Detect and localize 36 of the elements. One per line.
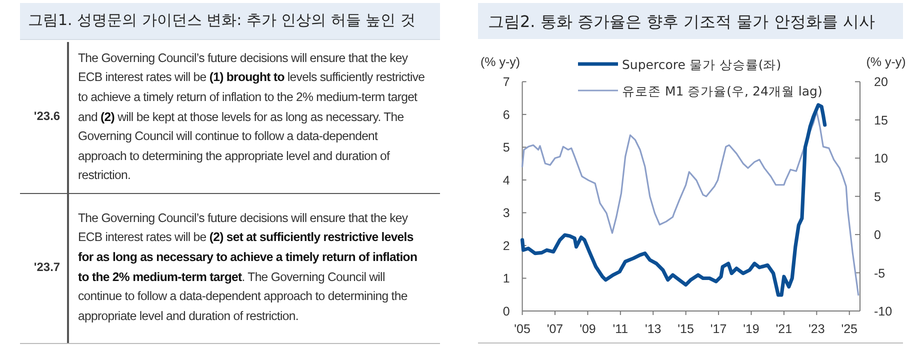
x-tick-label: '19	[743, 322, 760, 336]
y-tick-label: 4	[502, 173, 510, 188]
x-tick-label: '17	[710, 322, 727, 336]
y-tick-label: 0	[502, 304, 510, 318]
y-tick-label: 6	[502, 108, 510, 122]
legend-label: 유로존 M1 증가율(우, 24개월 lag)	[622, 84, 822, 98]
x-tick-label: '11	[612, 322, 628, 336]
y-tick-label: 1	[502, 272, 510, 286]
category-label: '23.6	[32, 109, 62, 124]
y2-tick-label: -5	[874, 266, 886, 280]
chart-title: 그림2. 통화 증가율은 향후 기조적 물가 안정화를 시사	[488, 12, 875, 31]
x-tick-label: '21	[776, 322, 792, 336]
y-axis-title: (% y-y)	[480, 55, 520, 69]
category-label: '23.7	[32, 260, 62, 274]
y2-tick-label: 5	[874, 190, 881, 204]
y2-tick-label: -10	[874, 304, 892, 318]
y2-tick-label: 15	[874, 113, 888, 128]
x-tick-label: '25	[841, 322, 858, 336]
x-tick-label: '05	[514, 322, 530, 336]
x-tick-label: '07	[546, 322, 564, 336]
y-tick-label: 2	[502, 238, 510, 253]
x-tick-label: '13	[644, 322, 662, 336]
y-tick-label: 5	[502, 140, 510, 155]
y2-tick-label: 0	[874, 228, 881, 242]
y2-tick-label: 10	[874, 152, 888, 166]
y2-tick-label: 20	[874, 75, 888, 90]
text: The Governing Council’s future decisions will ensure that the key ECB interest rates will be (2) set at sufficiently restrictive levels for as long as necessary to achieve a timely return of inflation to the 2% medium-term target. The Governing Council will continue to follow a data-dependent approach to determining the appropriate level and duration of restriction.	[78, 210, 418, 325]
y2-axis-title: (% y-y)	[866, 55, 906, 69]
y-tick-label: 7	[502, 75, 510, 90]
x-tick-label: '23	[808, 322, 825, 336]
x-tick-label: '15	[678, 322, 694, 336]
text: The Governing Council’s future decisions will ensure that the key ECB interest rates will be (1) brought to levels sufficiently restrictive to achieve a timely return of inflation to the 2% medium-term target and (2) will be kept at those levels for as long as necessary. The Governing Council will continue to follow a data-dependent approach to determining the appropriate level and duration of restriction.	[78, 50, 425, 182]
legend-label: Supercore 물가 상승률(좌)	[622, 57, 782, 72]
y-tick-label: 3	[502, 206, 510, 220]
text: 그림1. 성명문의 가이던스 변화: 추가 인상의 허들 높인 것	[28, 11, 416, 30]
x-tick-label: '09	[580, 322, 596, 336]
